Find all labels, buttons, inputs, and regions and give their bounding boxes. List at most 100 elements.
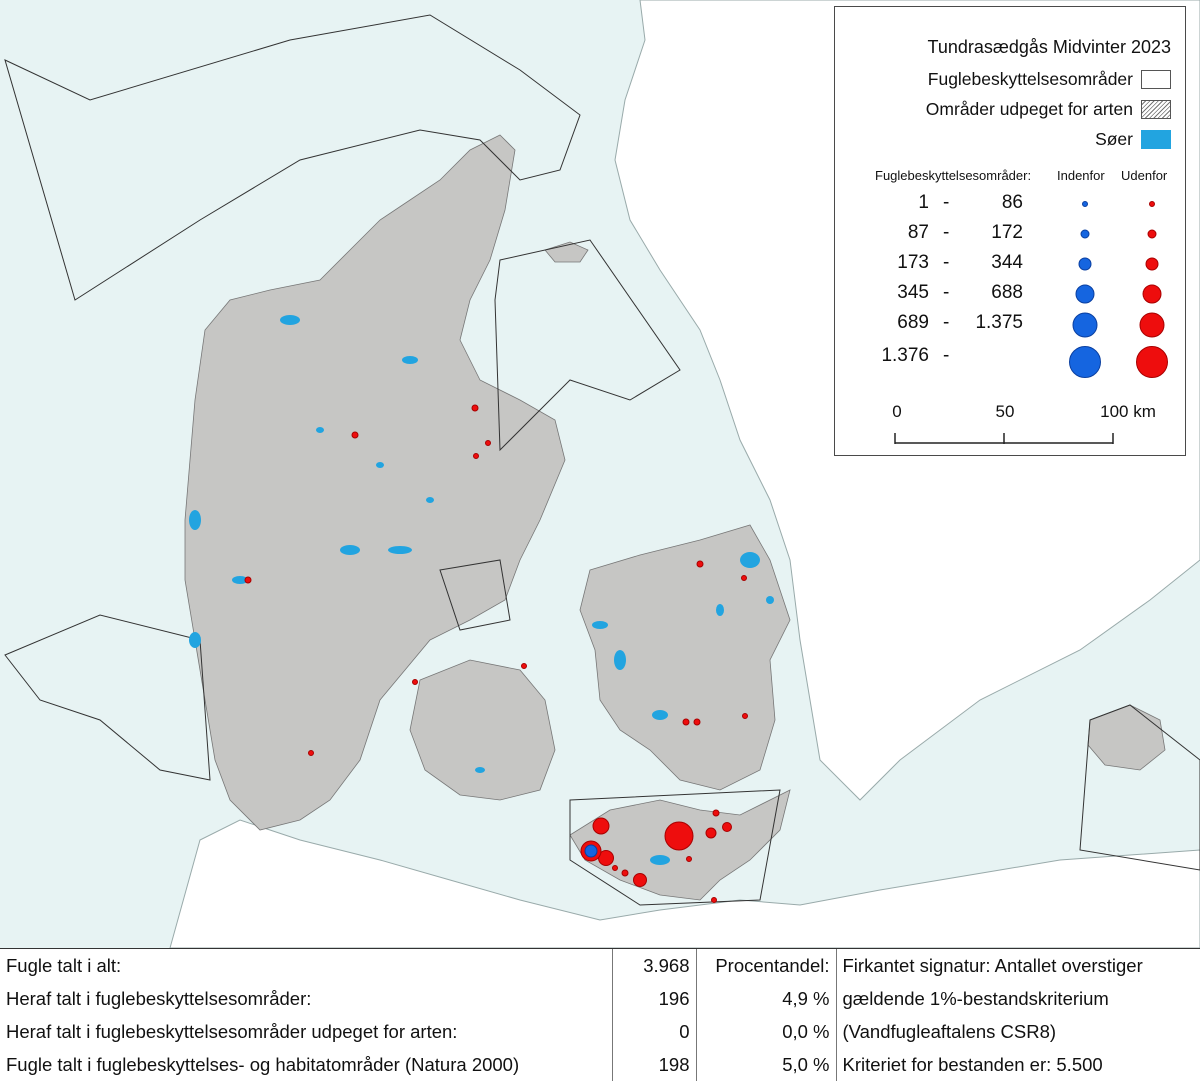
size-class-dash: - bbox=[943, 192, 950, 213]
stats-note: gældende 1%-bestandskriterium bbox=[842, 987, 1109, 1009]
size-class-row: 173 - 344 bbox=[835, 252, 1187, 282]
size-class-dash: - bbox=[943, 222, 950, 243]
stats-count: 3.968 bbox=[612, 949, 697, 982]
legend-item-lakes: Søer bbox=[1095, 129, 1171, 150]
outside-marker bbox=[712, 809, 720, 817]
outside-marker bbox=[693, 718, 701, 726]
inside-size-5-icon bbox=[1072, 312, 1098, 338]
stats-row: Fugle talt i alt: 3.968 Procentandel: Fi… bbox=[0, 949, 1200, 982]
scale-label-50: 50 bbox=[995, 402, 1015, 421]
inside-size-3-icon bbox=[1078, 257, 1092, 271]
size-class-high: 688 bbox=[991, 282, 1023, 303]
outside-marker bbox=[473, 453, 479, 459]
size-header-inside: Indenfor bbox=[1057, 168, 1105, 183]
stats-pct: 0,0 % bbox=[696, 1015, 837, 1048]
funen-land bbox=[409, 659, 556, 801]
size-class-dash: - bbox=[943, 312, 950, 333]
bornholm-land bbox=[1087, 704, 1166, 771]
inside-size-4-icon bbox=[1075, 284, 1095, 304]
outside-marker bbox=[711, 897, 717, 903]
size-class-row: 87 - 172 bbox=[835, 222, 1187, 252]
legend-panel: Tundrasædgås Midvinter 2023 Fuglebeskytt… bbox=[834, 6, 1186, 456]
stats-label: Fugle talt i alt: bbox=[0, 949, 613, 982]
legend-title: Tundrasædgås Midvinter 2023 bbox=[927, 37, 1171, 57]
stats-row: Heraf talt i fuglebeskyttelsesområder ud… bbox=[0, 1015, 1200, 1048]
size-header-outside: Udenfor bbox=[1121, 168, 1168, 183]
outside-marker bbox=[722, 822, 732, 832]
size-class-high: 1.375 bbox=[975, 312, 1023, 333]
germany-land bbox=[169, 819, 1200, 948]
legend-item-label: Fuglebeskyttelsesområder bbox=[927, 69, 1133, 89]
stats-label: Heraf talt i fuglebeskyttelsesområder: bbox=[0, 982, 613, 1015]
legend-item-label: Søer bbox=[1095, 129, 1133, 149]
size-class-row: 689 - 1.375 bbox=[835, 312, 1187, 342]
stats-pct: 4,9 % bbox=[696, 982, 837, 1015]
stats-table: Fugle talt i alt: 3.968 Procentandel: Fi… bbox=[0, 948, 1200, 1085]
outside-marker bbox=[351, 431, 359, 439]
legend-item-label: Områder udpeget for arten bbox=[925, 99, 1133, 119]
outside-marker bbox=[682, 718, 690, 726]
stats-row: Fugle talt i fuglebeskyttelses- og habit… bbox=[0, 1048, 1200, 1081]
outside-marker bbox=[592, 817, 610, 835]
stats-note: Firkantet signatur: Antallet overstiger bbox=[842, 954, 1143, 976]
inside-marker bbox=[584, 844, 598, 858]
zealand-land bbox=[579, 524, 791, 791]
stats-pct: Procentandel: bbox=[696, 949, 837, 982]
outside-marker bbox=[633, 873, 647, 887]
outside-marker bbox=[742, 713, 748, 719]
outside-size-1-icon bbox=[1149, 201, 1155, 207]
size-class-low: 1.376 bbox=[881, 345, 929, 366]
scale-label-0: 0 bbox=[892, 402, 902, 421]
outside-marker bbox=[696, 560, 704, 568]
outside-marker bbox=[612, 865, 618, 871]
scale-bar bbox=[894, 433, 1114, 444]
size-class-dash: - bbox=[943, 252, 950, 273]
inside-size-6-icon bbox=[1069, 346, 1101, 378]
outside-marker bbox=[664, 821, 694, 851]
stats-count: 196 bbox=[612, 982, 697, 1015]
stats-count: 198 bbox=[612, 1048, 697, 1081]
stats-label: Heraf talt i fuglebeskyttelsesområder ud… bbox=[0, 1015, 613, 1048]
inside-size-1-icon bbox=[1082, 201, 1088, 207]
outside-size-4-icon bbox=[1142, 284, 1162, 304]
size-class-dash: - bbox=[943, 345, 950, 366]
outside-marker bbox=[621, 869, 629, 877]
stats-row: Heraf talt i fuglebeskyttelsesområder: 1… bbox=[0, 982, 1200, 1015]
outside-marker bbox=[308, 750, 314, 756]
stats-pct: 5,0 % bbox=[696, 1048, 837, 1081]
outside-size-6-icon bbox=[1136, 346, 1168, 378]
outside-size-2-icon bbox=[1147, 229, 1157, 239]
hatched-swatch-icon bbox=[1141, 100, 1171, 119]
size-class-row: 345 - 688 bbox=[835, 282, 1187, 312]
size-class-row: 1 - 86 bbox=[835, 192, 1187, 222]
legend-item-protection-areas: Fuglebeskyttelsesområder bbox=[928, 69, 1171, 90]
outside-size-3-icon bbox=[1145, 257, 1159, 271]
size-class-low: 173 bbox=[897, 252, 929, 273]
stats-label: Fugle talt i fuglebeskyttelses- og habit… bbox=[0, 1048, 613, 1081]
size-class-dash: - bbox=[943, 282, 950, 303]
size-class-row: 1.376 - bbox=[835, 345, 1187, 375]
anholt-land bbox=[544, 241, 589, 263]
outside-marker bbox=[705, 827, 717, 839]
size-class-low: 87 bbox=[907, 222, 929, 243]
stats-count: 0 bbox=[612, 1015, 697, 1048]
outside-marker bbox=[244, 576, 252, 584]
map-canvas: Tundrasædgås Midvinter 2023 Fuglebeskytt… bbox=[0, 0, 1200, 948]
stats-note: Kriteriet for bestanden er: 5.500 bbox=[842, 1053, 1103, 1075]
outside-marker bbox=[471, 404, 479, 412]
size-class-high: 344 bbox=[991, 252, 1023, 273]
jutland-land bbox=[184, 134, 566, 831]
outside-marker bbox=[485, 440, 491, 446]
size-class-low: 345 bbox=[897, 282, 929, 303]
size-class-high: 86 bbox=[1001, 192, 1023, 213]
inside-size-2-icon bbox=[1080, 229, 1090, 239]
stats-note: (Vandfugleaftalens CSR8) bbox=[842, 1020, 1057, 1042]
size-class-low: 689 bbox=[897, 312, 929, 333]
outside-marker bbox=[741, 575, 747, 581]
lake-swatch-icon bbox=[1141, 130, 1171, 149]
size-class-high: 172 bbox=[991, 222, 1023, 243]
outside-size-5-icon bbox=[1139, 312, 1165, 338]
scale-label-100: 100 km bbox=[1100, 402, 1156, 421]
lakes bbox=[189, 315, 774, 865]
outside-marker bbox=[686, 856, 692, 862]
